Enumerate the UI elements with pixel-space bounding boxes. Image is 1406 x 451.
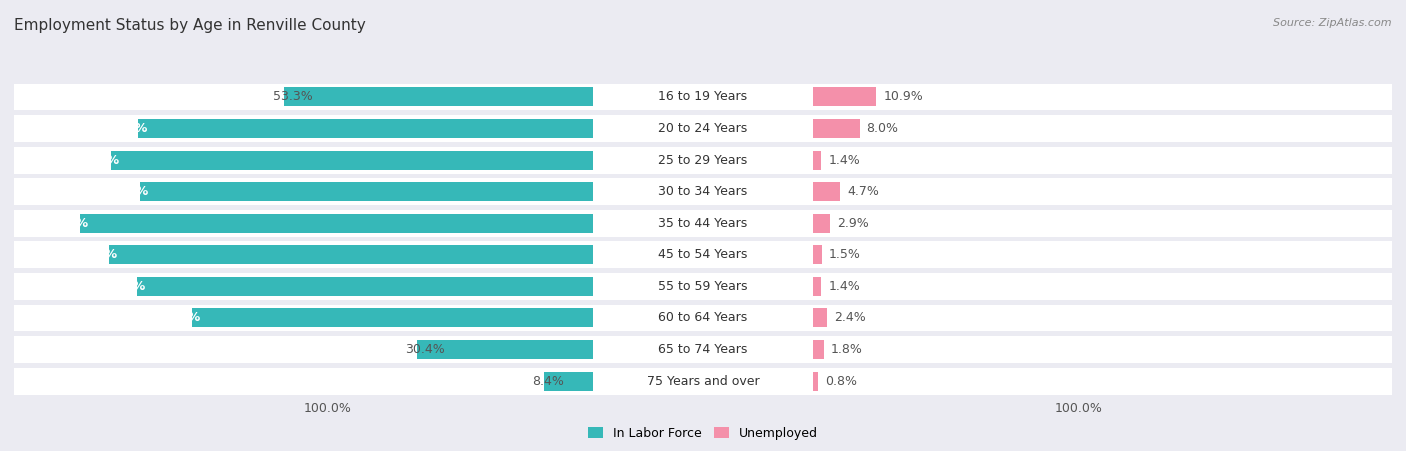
Bar: [14, 147, 593, 174]
Bar: [813, 178, 1392, 205]
Text: 53.3%: 53.3%: [273, 91, 312, 103]
Bar: [136, 277, 593, 296]
Text: Employment Status by Age in Renville County: Employment Status by Age in Renville Cou…: [14, 18, 366, 33]
Bar: [111, 151, 593, 170]
Text: 78.8%: 78.8%: [103, 280, 145, 293]
Bar: [593, 241, 813, 268]
Text: 1.4%: 1.4%: [828, 280, 860, 293]
Text: Source: ZipAtlas.com: Source: ZipAtlas.com: [1274, 18, 1392, 28]
Text: 1.4%: 1.4%: [828, 154, 860, 166]
Text: 65 to 74 Years: 65 to 74 Years: [658, 343, 748, 356]
Bar: [14, 336, 593, 363]
Bar: [813, 83, 1392, 110]
Bar: [593, 273, 813, 300]
X-axis label: 100.0%: 100.0%: [304, 402, 352, 415]
Text: 10.9%: 10.9%: [883, 91, 922, 103]
Bar: [593, 368, 813, 395]
Bar: [813, 340, 824, 359]
Text: 1.8%: 1.8%: [831, 343, 862, 356]
Bar: [813, 241, 1392, 268]
Bar: [813, 115, 1392, 142]
X-axis label: 100.0%: 100.0%: [1054, 402, 1102, 415]
Text: 60 to 64 Years: 60 to 64 Years: [658, 312, 748, 324]
Text: 45 to 54 Years: 45 to 54 Years: [658, 249, 748, 261]
Bar: [110, 245, 593, 264]
Bar: [813, 336, 1392, 363]
Text: 88.6%: 88.6%: [45, 217, 89, 230]
Bar: [813, 151, 821, 170]
Legend: In Labor Force, Unemployed: In Labor Force, Unemployed: [583, 422, 823, 445]
Text: 83.3%: 83.3%: [76, 154, 120, 166]
Text: 25 to 29 Years: 25 to 29 Years: [658, 154, 748, 166]
Bar: [813, 245, 823, 264]
Bar: [813, 87, 876, 106]
Text: 2.9%: 2.9%: [837, 217, 869, 230]
Bar: [593, 83, 813, 110]
Bar: [14, 304, 593, 331]
Text: 8.4%: 8.4%: [533, 375, 564, 387]
Bar: [14, 210, 593, 237]
Bar: [14, 241, 593, 268]
Bar: [813, 273, 1392, 300]
Bar: [284, 87, 593, 106]
Bar: [813, 308, 827, 327]
Text: 78.3%: 78.3%: [105, 185, 148, 198]
Bar: [14, 368, 593, 395]
Bar: [544, 372, 593, 391]
Bar: [813, 119, 859, 138]
Bar: [416, 340, 593, 359]
Text: 30.4%: 30.4%: [405, 343, 446, 356]
Bar: [80, 214, 593, 233]
Text: 16 to 19 Years: 16 to 19 Years: [658, 91, 748, 103]
Bar: [593, 304, 813, 331]
Bar: [813, 147, 1392, 174]
Bar: [593, 178, 813, 205]
Bar: [138, 119, 593, 138]
Text: 2.4%: 2.4%: [834, 312, 866, 324]
Text: 4.7%: 4.7%: [848, 185, 879, 198]
Bar: [593, 147, 813, 174]
Bar: [813, 214, 830, 233]
Bar: [14, 83, 593, 110]
Bar: [813, 277, 821, 296]
Bar: [14, 115, 593, 142]
Bar: [14, 178, 593, 205]
Text: 75 Years and over: 75 Years and over: [647, 375, 759, 387]
Text: 8.0%: 8.0%: [866, 122, 898, 135]
Bar: [14, 273, 593, 300]
Text: 30 to 34 Years: 30 to 34 Years: [658, 185, 748, 198]
Bar: [139, 182, 593, 201]
Bar: [813, 368, 1392, 395]
Text: 78.5%: 78.5%: [104, 122, 148, 135]
Text: 1.5%: 1.5%: [830, 249, 860, 261]
Bar: [813, 182, 841, 201]
Text: 35 to 44 Years: 35 to 44 Years: [658, 217, 748, 230]
Bar: [593, 210, 813, 237]
Text: 69.2%: 69.2%: [157, 312, 201, 324]
Bar: [813, 210, 1392, 237]
Text: 83.6%: 83.6%: [75, 249, 118, 261]
Bar: [813, 304, 1392, 331]
Text: 0.8%: 0.8%: [825, 375, 856, 387]
Bar: [193, 308, 593, 327]
Bar: [813, 372, 818, 391]
Bar: [593, 336, 813, 363]
Text: 20 to 24 Years: 20 to 24 Years: [658, 122, 748, 135]
Text: 55 to 59 Years: 55 to 59 Years: [658, 280, 748, 293]
Bar: [593, 115, 813, 142]
